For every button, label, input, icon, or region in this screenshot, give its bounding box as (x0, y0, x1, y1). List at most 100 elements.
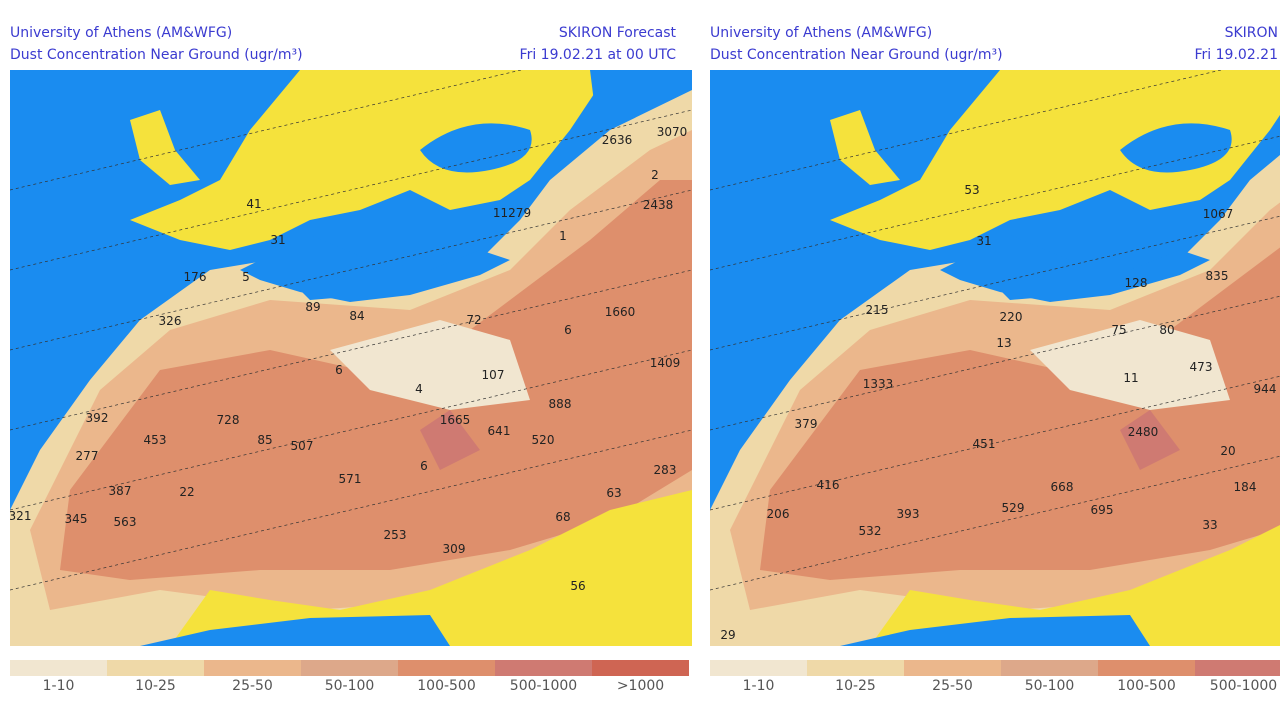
legend-swatch (495, 660, 592, 676)
concentration-value: 1 (559, 229, 567, 243)
concentration-value: 11 (1123, 371, 1138, 385)
concentration-value: 53 (964, 183, 979, 197)
concentration-value: 563 (114, 515, 137, 529)
concentration-value: 835 (1206, 269, 1229, 283)
gulf-of-guinea (840, 615, 1150, 646)
concentration-value: 393 (897, 507, 920, 521)
concentration-value: 4 (415, 382, 423, 396)
institution: University of Athens (AM&WFG) (710, 25, 933, 41)
concentration-value: 184 (1234, 480, 1257, 494)
concentration-value: 326 (159, 314, 182, 328)
concentration-value: 29 (720, 628, 735, 642)
concentration-value: 2438 (643, 198, 674, 212)
concentration-value: 2 (651, 168, 659, 182)
legend-swatch (904, 660, 1001, 676)
concentration-value: 453 (144, 433, 167, 447)
concentration-value: 1660 (605, 305, 636, 319)
low-dust-europe (130, 70, 610, 250)
concentration-value: 85 (257, 433, 272, 447)
concentration-value: 387 (109, 484, 132, 498)
legend-label: 50-100 (324, 678, 375, 694)
color-legend (710, 660, 1280, 676)
dust-map: 2636 3070 2 2438 11279 1 41 31 176 5 326 89 84 72 6 166… (10, 70, 692, 646)
legend-swatch (807, 660, 904, 676)
concentration-value: 728 (217, 413, 240, 427)
concentration-value: 529 (1002, 501, 1025, 515)
concentration-value: 520 (532, 433, 555, 447)
concentration-value: 571 (339, 472, 362, 486)
latitude-gridline (710, 295, 1280, 431)
latitude-gridline (710, 135, 1280, 271)
low-dust-south (170, 490, 692, 646)
legend-label: 100-500 (417, 678, 476, 694)
british-isles (130, 110, 200, 185)
concentration-value: 80 (1159, 323, 1174, 337)
mediterranean-sea (240, 235, 510, 302)
model-name: SKIRON Forecast (558, 25, 676, 41)
concentration-value: 641 (488, 424, 511, 438)
legend-label: 10-25 (135, 678, 176, 694)
map-title: Dust Concentration Near Ground (ugr/m³) (10, 47, 303, 63)
concentration-value: 321 (10, 509, 31, 523)
institution: University of Athens (AM&WFG) (10, 25, 233, 41)
dust-map: 53 1067 31 835 128 215 220 75 80 13 473 1333 11 944 37… (710, 70, 1280, 646)
latitude-gridline (710, 70, 1223, 191)
legend-label: 50-100 (1024, 678, 1075, 694)
concentration-value: 2636 (602, 133, 633, 147)
dust-clear (1030, 320, 1230, 410)
header-left: University of Athens (AM&WFG) Dust Conce… (710, 22, 1003, 66)
concentration-value: 6 (420, 459, 428, 473)
concentration-value: 1409 (650, 356, 681, 370)
forecast-panel-left: University of Athens (AM&WFG) Dust Conce… (10, 22, 692, 694)
concentration-value: 33 (1202, 518, 1217, 532)
legend-label: >1000 (616, 678, 665, 694)
latitude-gridline (10, 109, 692, 271)
concentration-value: 84 (349, 309, 364, 323)
concentration-value: 22 (179, 485, 194, 499)
forecast-date: Fri 19.02.21 at 00 UTC (519, 47, 676, 63)
concentration-value: 11279 (493, 206, 531, 220)
concentration-value: 451 (973, 437, 996, 451)
latitude-gridline (10, 269, 692, 431)
concentration-value: 532 (859, 524, 882, 538)
forecast-date: Fri 19.02.21 (1194, 47, 1278, 63)
concentration-value: 13 (996, 336, 1011, 350)
model-name: SKIRON (1224, 25, 1278, 41)
map-title: Dust Concentration Near Ground (ugr/m³) (710, 47, 1003, 63)
low-dust-europe (830, 70, 1280, 250)
latitude-gridline (710, 455, 1280, 591)
legend-swatch (592, 660, 689, 676)
legend-swatch (1098, 660, 1195, 676)
concentration-value: 56 (570, 579, 585, 593)
concentration-value: 2480 (1128, 425, 1159, 439)
concentration-value: 507 (291, 439, 314, 453)
concentration-value: 695 (1091, 503, 1114, 517)
latitude-gridline (10, 349, 692, 511)
concentration-value: 392 (86, 411, 109, 425)
concentration-value: 6 (335, 363, 343, 377)
concentration-value: 31 (976, 234, 991, 248)
concentration-value: 345 (65, 512, 88, 526)
concentration-value: 416 (817, 478, 840, 492)
concentration-value: 89 (305, 300, 320, 314)
legend-label: 25-50 (932, 678, 973, 694)
legend-swatch (107, 660, 204, 676)
header-left: University of Athens (AM&WFG) Dust Conce… (10, 22, 303, 66)
concentration-value: 6 (564, 323, 572, 337)
dust-clear (330, 320, 530, 410)
legend-label: 1-10 (42, 678, 75, 694)
latitude-gridline (10, 429, 692, 591)
legend-swatch (301, 660, 398, 676)
dust-region (760, 247, 1280, 580)
concentration-value: 1067 (1203, 207, 1234, 221)
concentration-value: 41 (246, 197, 261, 211)
concentration-value: 215 (866, 303, 889, 317)
header-right: SKIRON Forecast Fri 19.02.21 at 00 UTC (474, 22, 676, 66)
header-right: SKIRON Fri 19.02.21 (1174, 22, 1278, 66)
concentration-value: 309 (443, 542, 466, 556)
concentration-value: 220 (1000, 310, 1023, 324)
latitude-gridline (10, 189, 692, 351)
concentration-value: 5 (242, 270, 250, 284)
forecast-panel-right: University of Athens (AM&WFG) Dust Conce… (700, 0, 1280, 720)
concentration-value: 75 (1111, 323, 1126, 337)
